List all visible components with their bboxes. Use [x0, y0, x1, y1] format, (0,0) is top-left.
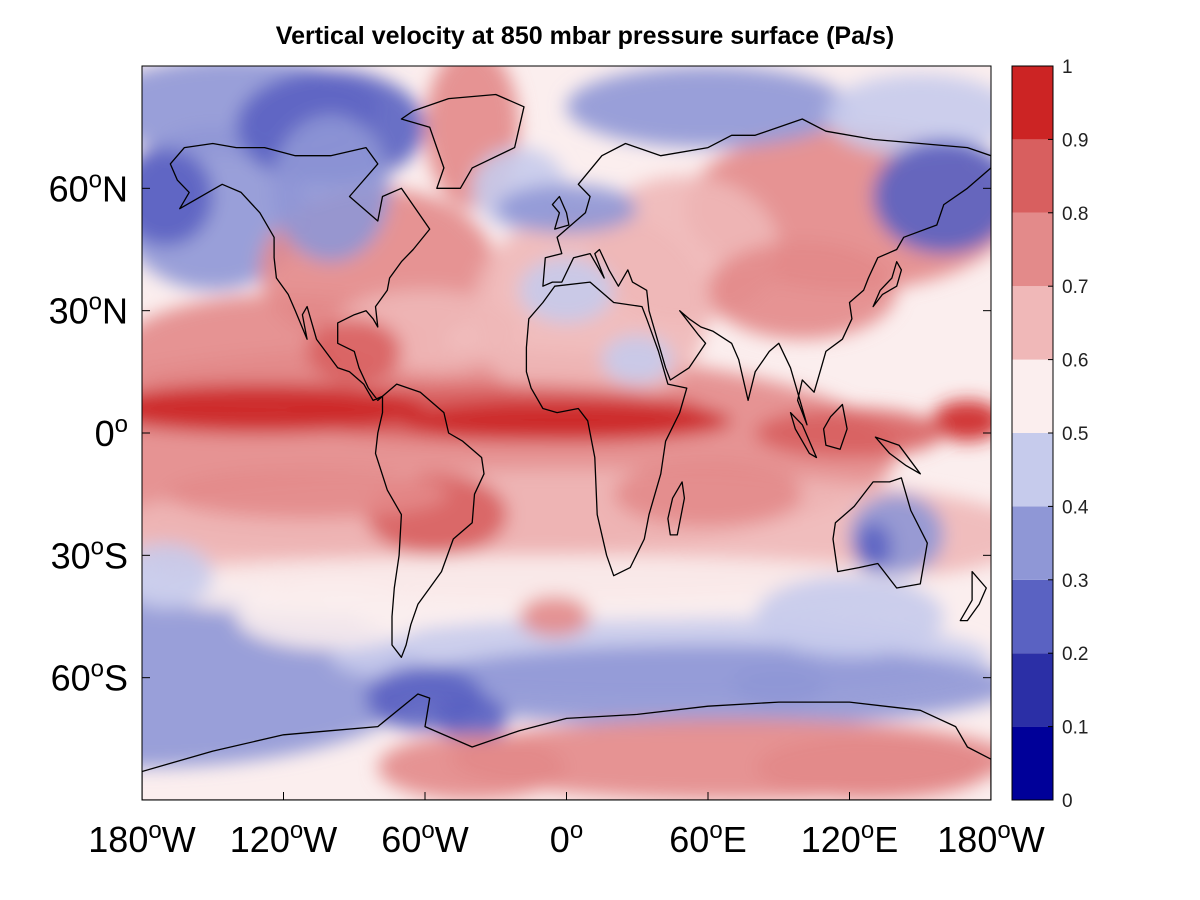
field-blob: [755, 575, 944, 658]
colorbar-segment: [1012, 653, 1053, 727]
colorbar-tick-label: 0.3: [1062, 571, 1088, 592]
field-blob: [142, 543, 213, 609]
x-tick-label: 60oE: [669, 817, 746, 860]
x-tick-label: 180oW: [88, 817, 195, 860]
field-blob: [708, 241, 897, 340]
field-blob: [377, 734, 567, 800]
colorbar-segment: [1012, 139, 1053, 213]
y-tick-label: 60oS: [51, 656, 128, 699]
field-blob: [755, 408, 944, 458]
field-blob: [401, 400, 732, 442]
colorbar-tick-label: 0.8: [1062, 204, 1088, 225]
y-tick-label: 30oS: [51, 533, 128, 576]
chart-title: Vertical velocity at 850 mbar pressure s…: [275, 22, 895, 50]
coastline: [169, 142, 431, 402]
velocity-field: [142, 66, 991, 800]
y-tick-label: 0o: [95, 411, 128, 454]
field-blob: [566, 66, 850, 148]
colorbar-tick-label: 0.4: [1062, 497, 1089, 518]
field-blob: [436, 693, 508, 743]
coastline: [822, 403, 848, 450]
y-tick-label: 60oN: [49, 166, 128, 209]
field-blob: [142, 147, 213, 246]
field-blob: [401, 645, 991, 727]
field-blob: [271, 114, 390, 262]
field-blob: [932, 400, 991, 442]
coastline: [959, 570, 987, 622]
colorbar-segment: [1012, 212, 1053, 287]
x-tick-label: 120oE: [801, 817, 898, 860]
x-tick-label: 120oW: [230, 817, 337, 860]
x-tick-label: 0o: [550, 817, 583, 860]
coastline: [872, 261, 903, 308]
coastline: [874, 436, 921, 475]
colorbar-tick-label: 0.2: [1062, 644, 1088, 665]
x-tick-label: 180oW: [937, 817, 1044, 860]
coastline: [142, 693, 991, 800]
field-blob: [165, 469, 449, 519]
field-blob: [601, 335, 673, 385]
colorbar-tick-label: 0.1: [1062, 718, 1088, 739]
field-blob: [731, 665, 826, 707]
coastline: [667, 481, 686, 536]
field-blob: [755, 734, 991, 800]
field-blob: [825, 74, 991, 156]
map-area: [142, 66, 991, 800]
coastline: [525, 281, 688, 577]
colorbar-tick-label: 0.9: [1062, 130, 1088, 151]
colorbar-segment: [1012, 66, 1053, 140]
colorbar-segment: [1012, 286, 1053, 360]
coastline: [551, 195, 570, 230]
coastline: [832, 477, 928, 589]
y-axis: 60oN 30oN 0o 30oS 60oS: [49, 166, 991, 699]
colorbar-tick-label: 0: [1062, 791, 1073, 812]
colorbar-segment: [1012, 433, 1053, 507]
colorbar-segment: [1012, 506, 1053, 580]
x-tick-label: 60oW: [381, 817, 468, 860]
x-axis: 180oW 120oW 60oW 0o 60oE 120oE 180oW: [88, 792, 1045, 860]
coastline: [789, 411, 818, 459]
field-blob: [236, 583, 425, 650]
colorbar-tick-label: 1: [1062, 57, 1073, 78]
colorbar-segment: [1012, 726, 1053, 800]
coastline: [400, 93, 525, 189]
colorbar: 0 0.1 0.2 0.3 0.4 0.5 0.6 0.7 0.8 0.9 1: [1011, 57, 1089, 812]
colorbar-segment: [1012, 359, 1053, 433]
coastlines: [142, 93, 991, 800]
coastline: [542, 118, 991, 426]
field-blob: [519, 596, 591, 637]
colorbar-tick-label: 0.7: [1062, 277, 1088, 298]
field-blob: [519, 257, 614, 323]
field-blob: [854, 522, 892, 572]
y-tick-label: 30oN: [49, 289, 128, 332]
colorbar-segment: [1012, 579, 1053, 654]
field-blob: [613, 461, 803, 527]
field-blob: [142, 384, 425, 433]
field-blob: [873, 139, 991, 254]
colorbar-tick-label: 0.5: [1062, 424, 1088, 445]
colorbar-tick-label: 0.6: [1062, 351, 1088, 372]
coastline: [374, 383, 485, 658]
field-blob: [495, 184, 638, 234]
